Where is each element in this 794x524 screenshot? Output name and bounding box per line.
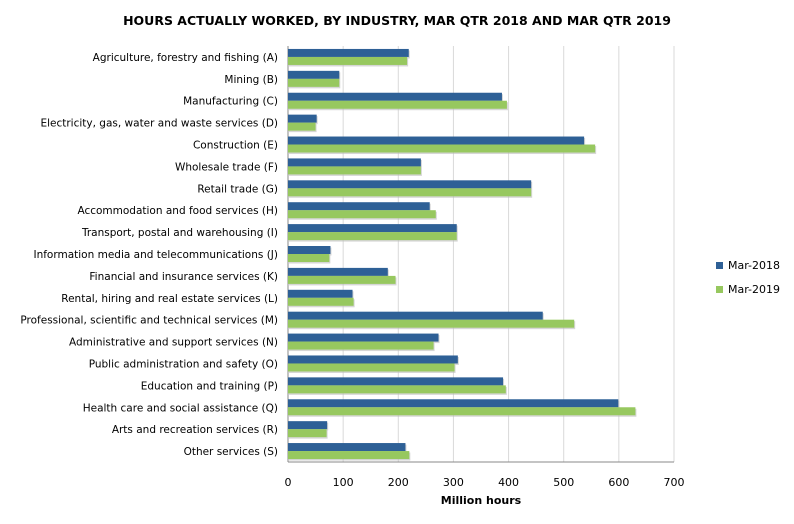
bar-mar-2018 [288, 399, 619, 408]
x-axis-label: Million hours [441, 494, 522, 507]
bar-mar-2018 [288, 224, 457, 233]
y-tick-label: Manufacturing (C) [183, 96, 278, 108]
bar-mar-2019 [288, 341, 434, 350]
bar-mar-2018 [288, 70, 340, 79]
chart-title: HOURS ACTUALLY WORKED, BY INDUSTRY, MAR … [123, 13, 671, 28]
bar-mar-2019 [288, 78, 340, 87]
bar-mar-2019 [288, 188, 532, 197]
bar-mar-2018 [288, 377, 504, 386]
legend-swatch [716, 262, 723, 269]
y-tick-label: Retail trade (G) [197, 183, 278, 195]
bar-mar-2019 [288, 297, 354, 306]
bar-mar-2018 [288, 136, 585, 145]
y-tick-label: Electricity, gas, water and waste servic… [40, 118, 278, 130]
bar-mar-2019 [288, 232, 457, 241]
bar-mar-2018 [288, 158, 421, 167]
legend-swatch [716, 286, 723, 293]
bar-mar-2018 [288, 267, 388, 276]
y-tick-label: Arts and recreation services (R) [112, 424, 278, 436]
bar-mar-2018 [288, 180, 532, 189]
bar-mar-2018 [288, 311, 543, 320]
bar-mar-2018 [288, 48, 409, 57]
bar-mar-2019 [288, 275, 396, 284]
bar-mar-2019 [288, 166, 421, 175]
y-tick-label: Rental, hiring and real estate services … [61, 293, 278, 305]
x-tick-label: 400 [498, 476, 519, 489]
y-tick-label: Transport, postal and warehousing (I) [81, 227, 278, 239]
bar-mar-2018 [288, 443, 406, 452]
x-tick-label: 200 [388, 476, 409, 489]
bar-mar-2019 [288, 319, 575, 328]
y-tick-label: Information media and telecommunications… [33, 249, 278, 261]
legend-label: Mar-2018 [728, 259, 780, 272]
y-tick-label: Administrative and support services (N) [69, 337, 278, 349]
bar-mar-2018 [288, 421, 328, 430]
bar-mar-2019 [288, 144, 596, 153]
bar-mar-2019 [288, 254, 330, 262]
y-tick-label: Professional, scientific and technical s… [20, 315, 278, 327]
bar-mar-2019 [288, 100, 507, 109]
bar-mar-2018 [288, 92, 502, 101]
bar-mar-2019 [288, 451, 410, 460]
y-tick-label: Public administration and safety (O) [89, 358, 278, 370]
bar-mar-2018 [288, 246, 331, 254]
x-tick-label: 300 [443, 476, 464, 489]
x-tick-label: 700 [664, 476, 685, 489]
legend-label: Mar-2019 [728, 283, 780, 296]
y-tick-label: Agriculture, forestry and fishing (A) [93, 52, 278, 64]
bar-mar-2019 [288, 429, 327, 438]
bar-mar-2019 [288, 363, 455, 372]
y-tick-label: Education and training (P) [141, 380, 278, 392]
bar-mar-2018 [288, 333, 439, 342]
bar-mar-2019 [288, 122, 316, 131]
bar-mar-2018 [288, 355, 458, 364]
bar-mar-2018 [288, 289, 353, 298]
x-tick-label: 100 [333, 476, 354, 489]
bar-mar-2019 [288, 56, 408, 65]
x-tick-label: 500 [553, 476, 574, 489]
bar-mar-2019 [288, 407, 636, 416]
y-tick-label: Construction (E) [193, 140, 278, 152]
bar-mar-2018 [288, 202, 430, 211]
bar-mar-2019 [288, 210, 436, 219]
y-tick-label: Accommodation and food services (H) [77, 205, 278, 217]
y-tick-label: Wholesale trade (F) [175, 161, 278, 173]
bar-mar-2019 [288, 385, 506, 394]
bar-mar-2018 [288, 114, 317, 123]
y-tick-label: Health care and social assistance (Q) [83, 402, 278, 414]
y-tick-label: Mining (B) [224, 74, 278, 86]
y-tick-label: Other services (S) [184, 446, 278, 458]
x-tick-label: 600 [608, 476, 629, 489]
x-tick-label: 0 [285, 476, 292, 489]
y-tick-label: Financial and insurance services (K) [89, 271, 278, 283]
